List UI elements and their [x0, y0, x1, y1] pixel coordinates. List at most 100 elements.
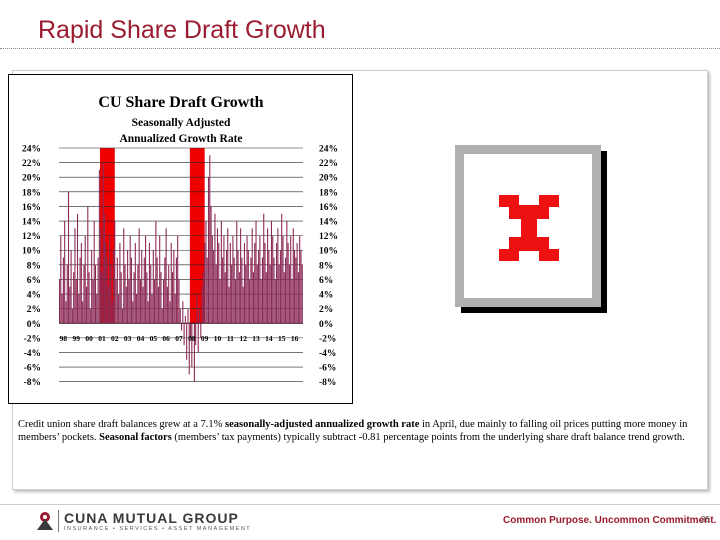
bar	[132, 301, 134, 324]
bar	[272, 235, 274, 324]
bar	[200, 323, 202, 338]
bar	[182, 301, 184, 324]
bar	[128, 279, 130, 324]
bar	[61, 294, 63, 324]
bar	[123, 228, 125, 324]
bar	[156, 257, 158, 324]
bar	[145, 235, 147, 324]
cuna-emblem-icon	[37, 512, 53, 530]
caption-text-3: (members’ tax payments) typically subtra…	[171, 432, 685, 443]
bar	[129, 235, 131, 324]
bar	[62, 257, 64, 324]
chart-subtitle-line1: Seasonally Adjusted	[132, 117, 231, 129]
x-tick-label: 01	[98, 334, 106, 343]
bar	[174, 294, 176, 324]
bar	[214, 213, 216, 324]
y-tick-label-right: 2%	[319, 305, 333, 315]
bar	[277, 228, 279, 324]
bar	[152, 250, 154, 324]
y-axis-right: 24% 22% 20% 18% 16% 14% 12% 10% 8% 6% 4% 2% 0% -2% -4%…	[319, 145, 338, 389]
y-tick-label-left: -6%	[24, 364, 41, 374]
y-tick-label-right: 12%	[319, 232, 338, 242]
bar	[288, 264, 290, 324]
bar	[269, 264, 271, 324]
bar	[300, 250, 302, 324]
y-tick-label-left: 14%	[22, 218, 41, 228]
bar	[220, 221, 222, 324]
bar	[241, 257, 243, 324]
bar	[265, 272, 267, 324]
bar	[89, 308, 91, 324]
x-tick-label: 99	[73, 334, 81, 343]
bar	[254, 242, 256, 324]
share-draft-chart: CU Share Draft Growth Seasonally Adjuste…	[22, 94, 338, 389]
x-tick-label: 04	[137, 334, 145, 343]
bar	[116, 257, 118, 324]
bar	[256, 264, 258, 324]
title-divider	[0, 48, 720, 49]
bar	[181, 323, 183, 331]
bar	[296, 242, 298, 324]
bar	[118, 294, 120, 324]
bar	[59, 279, 61, 324]
bar	[222, 257, 224, 324]
bar	[142, 286, 144, 324]
logo-wordmark: CUNA MUTUAL GROUP	[64, 510, 239, 526]
y-tick-label-left: 2%	[27, 305, 41, 315]
bar	[282, 235, 284, 324]
bar	[115, 279, 117, 324]
slide-title: Rapid Share Draft Growth	[38, 16, 326, 44]
bar	[216, 228, 219, 324]
bar	[189, 323, 192, 338]
bar	[243, 242, 246, 324]
bar	[64, 221, 66, 324]
bar	[283, 272, 285, 324]
bar	[278, 264, 280, 324]
x-tick-label: 07	[175, 334, 183, 343]
logo-subtitle: INSURANCE • SERVICES • ASSET MANAGEMENT	[64, 526, 252, 532]
bar	[94, 264, 97, 324]
y-tick-label-right: -6%	[319, 364, 336, 374]
y-tick-label-right: -4%	[319, 349, 336, 359]
bar	[66, 264, 68, 324]
x-tick-label: 02	[111, 334, 119, 343]
y-tick-label-right: 0%	[319, 320, 333, 330]
x-tick-label: 16	[291, 334, 299, 343]
bar	[183, 323, 185, 346]
y-axis-left: 24% 22% 20% 18% 16% 14% 12% 10% 8% 6% 4% 2% 0% -2% -4%…	[22, 145, 41, 389]
y-tick-label-left: 20%	[22, 174, 41, 184]
y-tick-label-right: 24%	[319, 145, 338, 155]
bar	[234, 279, 237, 324]
x-tick-label: 03	[124, 334, 132, 343]
y-tick-label-left: 24%	[22, 145, 41, 155]
bar	[237, 250, 239, 324]
bar	[240, 228, 242, 324]
caption-bold-1: seasonally-adjusted annualized growth ra…	[225, 419, 420, 430]
bar	[291, 279, 293, 324]
bar	[297, 272, 299, 324]
x-axis: 98 99 00 01 02 03 04 05 06 07 08 09 10 11 12 13 14 15 16	[60, 334, 299, 343]
bar	[79, 257, 81, 324]
y-tick-label-right: 16%	[319, 203, 338, 213]
bar	[125, 286, 127, 324]
bar	[246, 235, 248, 324]
chart-title: CU Share Draft Growth	[98, 94, 263, 111]
bar	[211, 235, 213, 324]
x-tick-label: 00	[85, 334, 93, 343]
bar	[224, 272, 226, 324]
bar	[84, 235, 86, 324]
bar	[263, 213, 265, 324]
bar	[267, 228, 269, 324]
bar	[101, 272, 103, 324]
bar	[85, 286, 88, 324]
bar	[287, 242, 289, 324]
y-tick-label-right: 22%	[319, 159, 338, 169]
bar	[120, 272, 122, 324]
bar	[279, 250, 281, 324]
bar	[146, 272, 148, 324]
bar	[147, 301, 149, 324]
bar	[109, 235, 111, 324]
bar	[136, 294, 138, 324]
bar	[163, 279, 165, 324]
y-tick-label-right: -8%	[319, 378, 336, 388]
